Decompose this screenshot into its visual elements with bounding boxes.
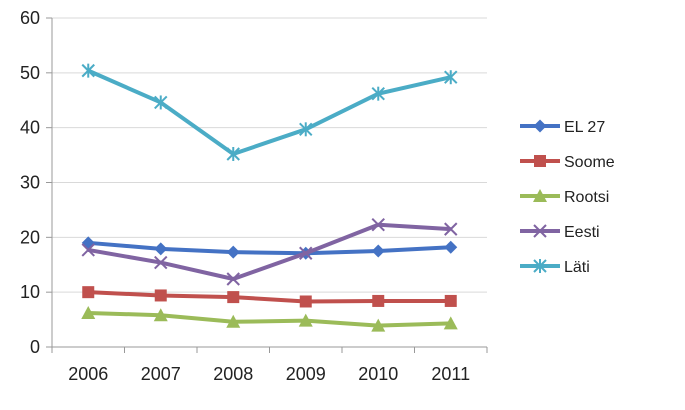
y-tick-label: 30 — [20, 173, 40, 193]
legend-marker — [533, 224, 547, 238]
data-point — [153, 308, 168, 322]
data-point — [299, 295, 312, 308]
data-point — [82, 286, 95, 299]
legend-item: Eesti — [520, 224, 600, 241]
axes — [46, 17, 488, 353]
series-soome — [82, 286, 457, 308]
marker-stroke — [226, 272, 240, 286]
marker-stroke — [154, 255, 168, 270]
legend-marker — [533, 259, 547, 273]
data-point — [226, 146, 240, 161]
data-point — [226, 245, 240, 259]
data-point — [81, 236, 95, 250]
data-point — [371, 244, 385, 258]
y-tick-label: 20 — [20, 227, 40, 247]
series-line — [88, 240, 451, 256]
series-line — [88, 290, 451, 304]
series-rootsi — [81, 306, 458, 332]
data-point — [227, 291, 240, 304]
legend-marker — [534, 155, 546, 167]
x-tick-label: 2010 — [358, 364, 398, 384]
data-point — [154, 242, 168, 256]
data-point — [372, 294, 385, 307]
gridlines — [52, 17, 487, 293]
marker-stroke — [533, 224, 547, 238]
data-point — [81, 63, 95, 78]
legend-label: Soome — [564, 154, 615, 171]
series-el-27 — [81, 236, 458, 260]
x-axis-ticks: 2006 2007 2008 2009 2010 2011 — [68, 364, 470, 384]
y-axis-ticks: 0 10 20 30 40 50 60 — [20, 8, 40, 357]
series-line — [87, 222, 451, 282]
legend-item: Rootsi — [520, 189, 609, 206]
y-tick-label: 40 — [20, 118, 40, 138]
legend-marker — [533, 189, 547, 202]
data-point — [444, 294, 457, 307]
legend-item: Soome — [520, 154, 615, 171]
x-tick-label: 2009 — [286, 364, 326, 384]
data-point — [154, 289, 167, 302]
data-point — [444, 222, 458, 236]
legend-item: EL 27 — [520, 119, 605, 136]
y-tick-label: 50 — [20, 63, 40, 83]
legend-label: EL 27 — [564, 119, 605, 136]
data-point — [299, 122, 313, 137]
x-tick-label: 2006 — [68, 364, 108, 384]
legend-item: Läti — [520, 259, 590, 276]
legend: EL 27 Soome Rootsi Eesti Läti — [520, 119, 615, 276]
data-point — [298, 313, 313, 327]
y-tick-label: 60 — [20, 8, 40, 28]
y-tick-label: 10 — [20, 282, 40, 302]
marker-stroke — [81, 243, 95, 257]
x-tick-label: 2007 — [141, 364, 181, 384]
data-point — [154, 95, 168, 110]
series-l-ti — [81, 63, 458, 161]
data-point — [81, 243, 95, 257]
marker-stroke — [299, 246, 313, 260]
marker-stroke — [371, 218, 385, 232]
y-tick-label: 0 — [30, 337, 40, 357]
legend-label: Rootsi — [564, 189, 609, 206]
x-tick-label: 2008 — [213, 364, 253, 384]
data-point — [371, 318, 386, 332]
series-line — [87, 68, 452, 156]
data-point — [226, 314, 241, 328]
data-point — [226, 272, 240, 286]
series-lines — [81, 63, 458, 332]
legend-label: Eesti — [564, 224, 600, 241]
data-point — [444, 70, 458, 85]
data-point — [371, 86, 385, 101]
marker-stroke — [444, 222, 458, 236]
legend-marker — [533, 119, 547, 133]
series-line — [88, 311, 451, 328]
data-point — [371, 218, 385, 232]
data-point — [443, 316, 458, 330]
legend-label: Läti — [564, 259, 590, 276]
data-point — [444, 240, 458, 254]
series-eesti — [81, 218, 458, 286]
data-point — [299, 246, 313, 260]
data-point — [81, 306, 96, 320]
data-point — [154, 255, 168, 270]
x-tick-label: 2011 — [431, 364, 470, 384]
